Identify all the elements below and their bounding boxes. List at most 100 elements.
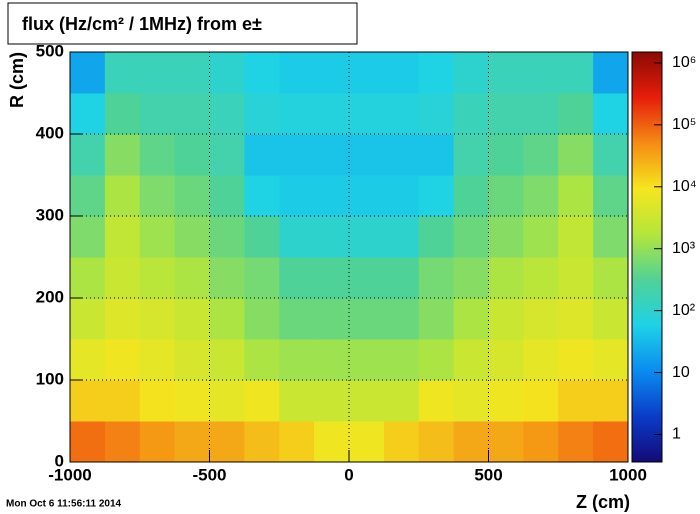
heatmap-cell	[70, 52, 106, 94]
y-tick-label: 400	[36, 123, 64, 142]
heatmap-cell	[244, 175, 280, 217]
heatmap-cell	[523, 339, 559, 381]
colorbar-tick-label: 10²	[672, 302, 696, 319]
heatmap-cell	[104, 257, 141, 299]
heatmap-cell	[244, 93, 280, 135]
heatmap-cell	[488, 339, 524, 381]
heatmap-cell	[174, 52, 210, 94]
heatmap-cell	[104, 380, 141, 422]
heatmap-cell	[418, 298, 455, 340]
colorbar-tick-label: 10	[672, 364, 690, 381]
heatmap-cell	[453, 298, 489, 340]
heatmap-cell	[418, 380, 455, 422]
heatmap-cell	[523, 257, 559, 299]
heatmap-cell	[139, 339, 176, 381]
heatmap-cell	[104, 298, 141, 340]
x-tick-label: 1000	[609, 465, 647, 484]
heatmap-cell	[558, 175, 594, 217]
heatmap-cell	[70, 380, 106, 422]
heatmap-cell	[244, 339, 280, 381]
heatmap-cell	[488, 421, 524, 463]
heatmap-cell	[383, 257, 420, 299]
heatmap-cell	[279, 175, 315, 217]
heatmap-cell	[174, 380, 210, 422]
heatmap-cell	[244, 380, 280, 422]
heatmap-cell	[314, 380, 350, 422]
heatmap-cell	[523, 421, 559, 463]
heatmap-cell	[453, 134, 489, 176]
heatmap-cell	[383, 298, 420, 340]
heatmap-cell	[453, 52, 489, 94]
heatmap-cell	[488, 216, 524, 258]
heatmap-cell	[279, 134, 315, 176]
heatmap-cell	[244, 421, 280, 463]
heatmap-cell	[139, 52, 176, 94]
plot-frame	[69, 51, 629, 463]
heatmap-cell	[418, 134, 455, 176]
heatmap-cell	[383, 421, 420, 463]
heatmap-cell	[70, 216, 106, 258]
heatmap-cell	[488, 298, 524, 340]
heatmap-cell	[139, 298, 176, 340]
heatmap-cell	[418, 257, 455, 299]
heatmap-cell	[104, 134, 141, 176]
heatmap-cell	[70, 339, 106, 381]
colorbar-tick-label: 1	[672, 426, 681, 443]
heatmap-cell	[593, 257, 629, 299]
x-tick-label: -1000	[48, 465, 91, 484]
heatmap-cell	[593, 380, 629, 422]
heatmap-cell	[418, 93, 455, 135]
heatmap-cell	[174, 175, 210, 217]
heatmap-cell	[279, 298, 315, 340]
heatmap-cell	[314, 216, 350, 258]
heatmap-cell	[104, 216, 141, 258]
heatmap-cell	[209, 93, 245, 135]
heatmap-cell	[104, 93, 141, 135]
colorbar-tick-label: 10⁴	[672, 178, 697, 195]
heatmap-cell	[244, 298, 280, 340]
heatmap-cell	[209, 175, 245, 217]
heatmap-cell	[314, 421, 350, 463]
heatmap-cell	[523, 93, 559, 135]
heatmap-cell	[488, 257, 524, 299]
heatmap-cell	[314, 134, 350, 176]
heatmap-cell	[349, 380, 385, 422]
heatmap-cell	[209, 52, 245, 94]
heatmap-cell	[244, 216, 280, 258]
heatmap-cell	[70, 134, 106, 176]
heatmap-cell	[558, 257, 594, 299]
heatmap-cell	[383, 134, 420, 176]
heatmap-cell	[104, 175, 141, 217]
heatmap-cell	[314, 298, 350, 340]
x-tick-label: 500	[474, 465, 502, 484]
heatmap-cell	[104, 339, 141, 381]
heatmap-cell	[70, 175, 106, 217]
heatmap-cell	[279, 380, 315, 422]
axes: -1000 -500 0 500 1000 0 100 200 300 400 500 1 10 10² 1…	[36, 41, 697, 484]
heatmap-cell	[453, 216, 489, 258]
heatmap-cell	[349, 134, 385, 176]
heatmap-cell	[174, 421, 210, 463]
heatmap-cell	[70, 93, 106, 135]
heatmap-cell	[593, 175, 629, 217]
heatmap-cell	[593, 134, 629, 176]
heatmap-cell	[314, 52, 350, 94]
heatmap-cell	[279, 93, 315, 135]
heatmap-cell	[418, 52, 455, 94]
heatmap-cell	[139, 421, 176, 463]
heatmap-cell	[523, 380, 559, 422]
heatmap-cell	[558, 380, 594, 422]
heatmap-cell	[453, 175, 489, 217]
y-tick-label: 500	[36, 41, 64, 60]
timestamp: Mon Oct 6 11:56:11 2014	[6, 499, 122, 510]
heatmap-cell	[174, 216, 210, 258]
heatmap-cell	[139, 175, 176, 217]
heatmap-cell	[488, 134, 524, 176]
heatmap-cell	[104, 52, 141, 94]
heatmap-cell	[523, 216, 559, 258]
heatmap-cell	[593, 421, 629, 463]
heatmap-cell	[593, 52, 629, 94]
heatmap-cell	[244, 52, 280, 94]
y-axis-title: R (cm)	[7, 52, 27, 108]
